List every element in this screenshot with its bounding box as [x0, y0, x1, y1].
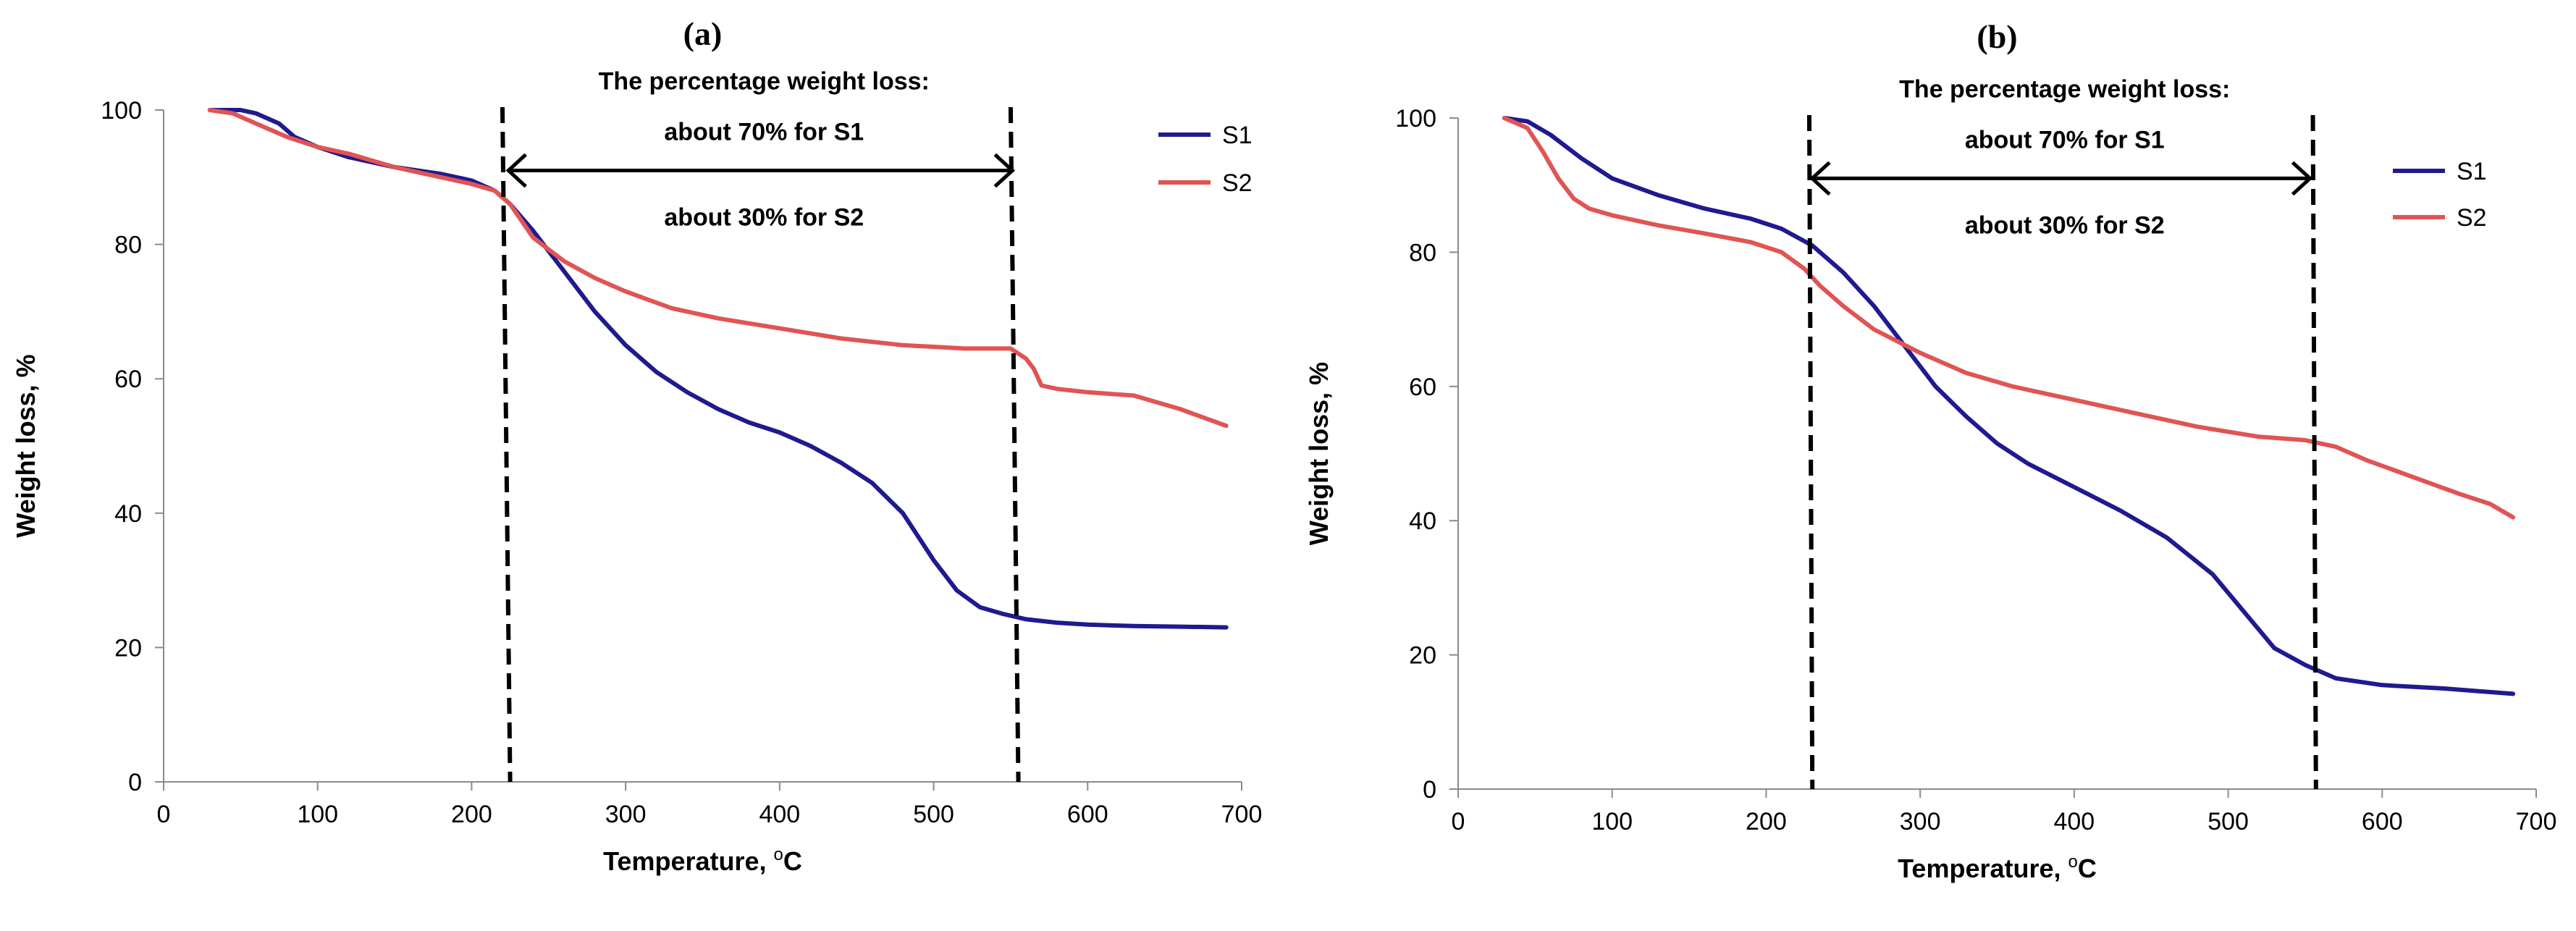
- annotation-title: The percentage weight loss:: [599, 68, 930, 96]
- legend-label-s1: S1: [1222, 122, 1253, 149]
- legend: S1 S2: [1158, 122, 1253, 197]
- y-tick-label: 20: [1409, 642, 1436, 670]
- y-tick-label: 100: [101, 97, 142, 125]
- chart-panel-b: (b) 0 20 40 60 80 100 0 100 200 300 400 500 600 700 Wei…: [1304, 18, 2556, 883]
- range-arrow-left-head: [505, 153, 527, 188]
- x-tick-label: 600: [2362, 808, 2403, 835]
- y-tick-label: 60: [114, 366, 142, 393]
- x-axis-title-text: Temperature,: [603, 846, 773, 876]
- y-tick-label: 0: [128, 769, 142, 796]
- series-line-s1: [207, 108, 1229, 630]
- y-axis-title: Weight loss, %: [1304, 362, 1334, 545]
- annotation-title: The percentage weight loss:: [1899, 75, 2230, 103]
- x-axis-title-superscript: o: [774, 845, 783, 864]
- x-tick-label: 0: [1452, 808, 1465, 835]
- y-axis-title: Weight loss, %: [11, 354, 41, 537]
- y-tick-label: 80: [1409, 239, 1436, 266]
- y-tick-label: 80: [114, 232, 142, 259]
- y-tick-label: 40: [114, 500, 142, 528]
- annotation-s2: about 30% for S2: [1965, 211, 2165, 239]
- x-axis-title: Temperature, oC: [603, 845, 802, 876]
- series-line-s2: [1502, 116, 2516, 520]
- annotation-s1: about 70% for S1: [1965, 126, 2165, 153]
- x-tick-label: 600: [1067, 801, 1108, 828]
- y-tick-label: 20: [114, 634, 142, 662]
- x-tick-label: 400: [759, 801, 800, 828]
- x-axis-title-unit: C: [2078, 854, 2097, 883]
- legend-label-s1: S1: [2457, 158, 2487, 185]
- range-arrow-right-head: [993, 153, 1016, 188]
- panel-label: (b): [1977, 18, 2017, 55]
- x-tick-label: 500: [2207, 808, 2249, 835]
- dashed-boundary-line: [500, 106, 513, 783]
- range-arrow-right-head: [2291, 161, 2313, 196]
- x-tick-label: 200: [1746, 808, 1787, 835]
- x-axis-title-text: Temperature,: [1898, 854, 2068, 883]
- panel-label: (a): [683, 15, 723, 52]
- y-tick-label: 0: [1423, 776, 1436, 804]
- series-line-s1: [1502, 116, 2516, 696]
- dashed-boundary-line: [1806, 114, 1815, 790]
- x-axis-title-superscript: o: [2068, 852, 2078, 872]
- x-tick-label: 300: [1900, 808, 1941, 835]
- y-tick-label: 40: [1409, 507, 1436, 535]
- annotation-s2: about 30% for S2: [664, 204, 864, 232]
- x-tick-label: 100: [1591, 808, 1633, 835]
- x-tick-label: 100: [297, 801, 338, 828]
- dashed-boundary-line: [1008, 106, 1021, 783]
- x-tick-label: 500: [913, 801, 954, 828]
- legend-label-s2: S2: [1222, 169, 1253, 197]
- x-axis-title: Temperature, oC: [1898, 852, 2097, 883]
- chart-panel-a: (a) 0 20 40 60 80 100 0 100 200 300 400 500 600 700 Wei…: [11, 15, 1262, 876]
- x-tick-label: 400: [2053, 808, 2095, 835]
- y-tick-label: 100: [1395, 105, 1436, 132]
- range-arrow-left-head: [1809, 161, 1831, 196]
- y-tick-label: 60: [1409, 374, 1436, 401]
- annotation-s1: about 70% for S1: [664, 119, 864, 146]
- x-tick-label: 700: [2516, 808, 2557, 835]
- x-tick-label: 200: [451, 801, 492, 828]
- dashed-boundary-line: [2310, 114, 2318, 790]
- legend-label-s2: S2: [2457, 204, 2487, 232]
- x-tick-label: 300: [605, 801, 647, 828]
- x-axis-title-unit: C: [783, 846, 802, 876]
- series-line-s2: [207, 108, 1229, 429]
- x-tick-label: 700: [1221, 801, 1263, 828]
- legend: S1 S2: [2393, 158, 2487, 232]
- x-tick-label: 0: [157, 801, 171, 828]
